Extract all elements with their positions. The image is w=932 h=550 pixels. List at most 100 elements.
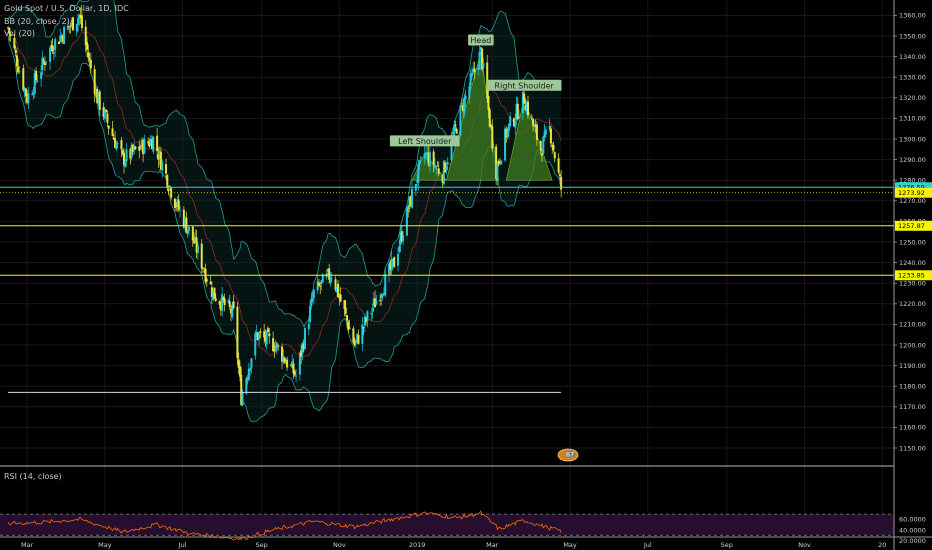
candle-body xyxy=(371,308,374,312)
price-tick-label: 1210.00 xyxy=(899,321,926,329)
candle-body xyxy=(26,93,29,103)
candle-body xyxy=(158,150,161,159)
candle-body xyxy=(209,281,212,285)
candle-body xyxy=(237,359,240,368)
candle-body xyxy=(482,63,485,69)
candle-body xyxy=(142,140,145,155)
candle-body xyxy=(167,189,170,191)
rsi-pane xyxy=(0,465,894,536)
vol-legend[interactable]: Vol (20) xyxy=(4,29,35,38)
price-tick-label: 1150.00 xyxy=(899,444,926,452)
candle-body xyxy=(498,161,501,163)
candle-body xyxy=(246,377,249,381)
candle-body xyxy=(396,254,399,266)
price-tag-label: 1233.85 xyxy=(898,272,925,280)
candle-body xyxy=(227,300,230,303)
candle-body xyxy=(292,363,295,374)
candle-body xyxy=(36,80,39,82)
candle-body xyxy=(307,323,310,330)
candle-body xyxy=(7,27,9,29)
candle-body xyxy=(300,350,303,357)
candle-body xyxy=(428,151,431,167)
time-tick-label: 2019 xyxy=(409,541,426,549)
candle-body xyxy=(213,287,216,299)
candle-body xyxy=(71,17,74,31)
candle-body xyxy=(89,60,92,69)
candle-body xyxy=(343,300,346,310)
candle-body xyxy=(326,268,329,272)
candle-body xyxy=(408,196,411,209)
candle-body xyxy=(187,226,190,232)
candle-body xyxy=(411,188,414,208)
candle-body xyxy=(57,41,60,45)
rsi-tick-label: 40.0000 xyxy=(899,526,926,534)
candle-body xyxy=(88,58,91,60)
candle-body xyxy=(254,333,257,356)
candle-body xyxy=(459,105,462,136)
candle-body xyxy=(120,140,123,150)
candle-body xyxy=(530,116,533,118)
candle-body xyxy=(504,128,507,161)
candle-body xyxy=(42,60,45,62)
candle-body xyxy=(140,139,143,150)
candle-body xyxy=(496,163,499,181)
candle-body xyxy=(274,345,277,352)
candle-body xyxy=(61,36,64,42)
candle-body xyxy=(379,299,382,301)
candle-body xyxy=(289,365,292,366)
price-tick-label: 1360.00 xyxy=(899,12,926,20)
candle-body xyxy=(441,174,444,183)
candle-body xyxy=(506,128,509,137)
candle-body xyxy=(139,148,142,150)
candle-body xyxy=(52,52,55,54)
candle-body xyxy=(468,86,471,98)
candle-body xyxy=(194,236,197,242)
candle-body xyxy=(329,278,332,283)
rsi-line xyxy=(7,510,562,541)
candle-body xyxy=(416,180,419,183)
candle-body xyxy=(348,327,351,329)
candle-body xyxy=(487,95,490,111)
candle-body xyxy=(151,139,154,150)
candle-body xyxy=(521,91,524,114)
candle-body xyxy=(375,300,378,305)
candle-body xyxy=(54,39,57,51)
candle-body xyxy=(425,152,428,155)
candle-body xyxy=(31,93,34,95)
candle-body xyxy=(303,327,306,349)
rsi-band xyxy=(0,514,894,536)
time-tick-label: May xyxy=(563,541,577,549)
candle-body xyxy=(514,121,517,128)
price-tag-label: 1273.92 xyxy=(898,189,925,197)
candle-body xyxy=(544,129,547,135)
rsi-tick-label: 20.0000 xyxy=(899,537,926,545)
annotations: Left Shoulder Head Right Shoulder 67 xyxy=(389,34,579,462)
candle-body xyxy=(335,286,338,293)
candle-body xyxy=(122,152,125,166)
candle-body xyxy=(96,88,99,104)
candle-body xyxy=(245,378,248,394)
candle-body xyxy=(346,315,349,321)
candle-body xyxy=(147,141,150,144)
candle-body xyxy=(15,55,18,67)
rsi-legend[interactable]: RSI (14, close) xyxy=(4,472,62,481)
candle-body xyxy=(282,355,285,362)
candle-body xyxy=(43,62,46,66)
time-tick-label: 20 xyxy=(878,541,886,549)
candle-body xyxy=(281,346,284,362)
candle-body xyxy=(534,124,537,128)
candle-body xyxy=(124,162,127,167)
badge-label: 67 xyxy=(566,451,574,459)
candle-body xyxy=(460,103,463,105)
candle-body xyxy=(102,107,105,117)
time-tick-label: Nov xyxy=(333,541,346,549)
bb-legend[interactable]: BB (20, close, 2) xyxy=(4,17,70,26)
price-tick-label: 1320.00 xyxy=(899,94,926,102)
candle-body xyxy=(240,374,243,405)
symbol-legend[interactable]: Gold Spot / U.S. Dollar, 1D, IDC xyxy=(4,4,129,13)
time-tick-label: May xyxy=(98,541,112,549)
candle-body xyxy=(107,125,110,129)
candle-body xyxy=(75,24,78,32)
candle-body xyxy=(361,324,364,344)
